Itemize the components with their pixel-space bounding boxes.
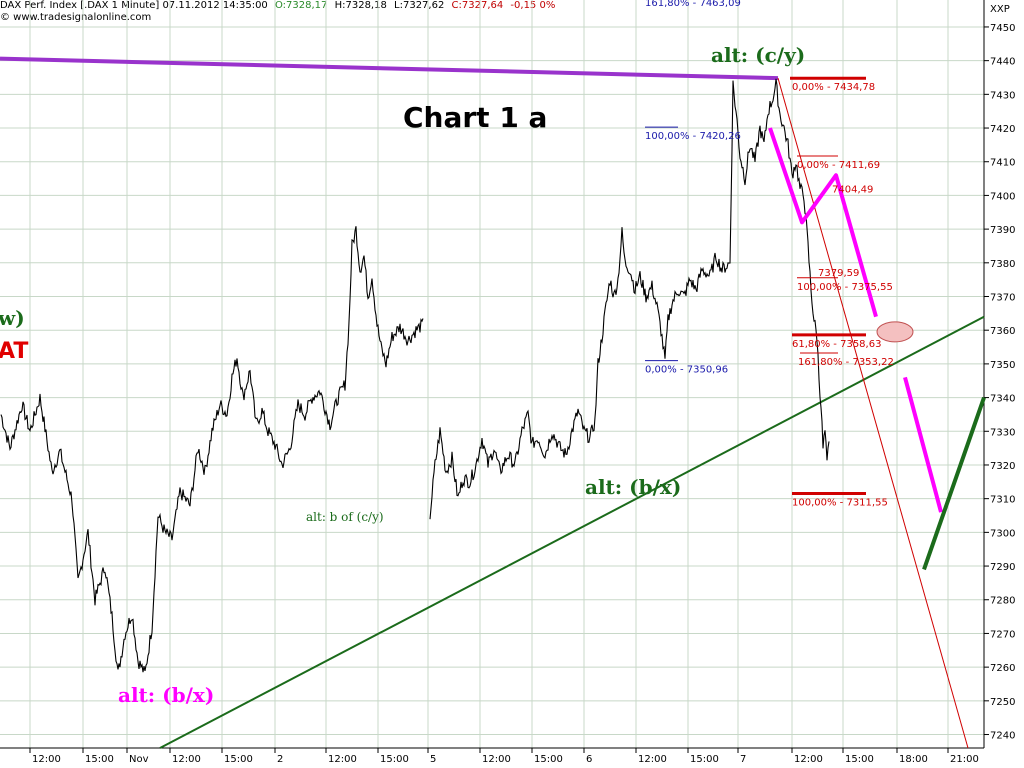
y-axis-panel — [984, 0, 1024, 768]
y-tick-label: 7250 — [990, 697, 1015, 708]
x-tick-label: 7 — [740, 754, 746, 765]
y-tick-label: 7330 — [990, 427, 1015, 438]
y-tick-label: 7390 — [990, 225, 1015, 236]
y-tick-label: 7300 — [990, 528, 1015, 539]
y-tick-label: 7400 — [990, 191, 1015, 202]
y-tick-label: 7270 — [990, 629, 1015, 640]
annotation-label: alt: (c/y) — [711, 43, 805, 67]
price-series — [0, 78, 830, 673]
x-tick-label: 6 — [586, 754, 592, 765]
y-tick-label: 7370 — [990, 293, 1015, 304]
fib-blue-label: 100,00% - 7420,26 — [645, 131, 741, 142]
x-tick-label: 15:00 — [224, 754, 253, 765]
annotation-label: alt: b of (c/y) — [306, 510, 384, 524]
copyright-line: © www.tradesignalonline.com — [0, 12, 151, 24]
y-tick-label: 7240 — [990, 731, 1015, 742]
y-tick-label: 7350 — [990, 360, 1015, 371]
x-tick-label: 15:00 — [85, 754, 114, 765]
y-tick-label: 7380 — [990, 259, 1015, 270]
fib-red-label: 100,00% - 7375,55 — [797, 282, 893, 293]
fib-red-label: 61,80% - 7358,63 — [792, 339, 881, 350]
green-projection — [922, 396, 986, 571]
fib-blue-label: 161,80% - 7463,09 — [645, 0, 741, 9]
close-value: C:7327,64 — [451, 0, 504, 11]
x-tick-label: 2 — [277, 754, 283, 765]
fib-red-label: 0,00% - 7434,78 — [792, 82, 875, 93]
y-tick-label: 7430 — [990, 90, 1015, 101]
change-value: -0,15 0% — [510, 0, 556, 11]
magenta-projection-2 — [903, 376, 943, 513]
green-trendline — [159, 315, 985, 749]
fib-red-label: 7404,49 — [832, 184, 873, 195]
x-tick-label: 15:00 — [534, 754, 563, 765]
purple-trendline — [0, 56, 779, 81]
y-axis-title: XXP — [990, 4, 1010, 15]
high-value: H:7328,18 — [334, 0, 387, 11]
magenta-projection — [768, 127, 878, 318]
x-tick-label: 12:00 — [32, 754, 61, 765]
fib-blue-label: 0,00% - 7350,96 — [645, 365, 728, 376]
y-tick-label: 7360 — [990, 326, 1015, 337]
y-tick-label: 7320 — [990, 461, 1015, 472]
fib-red-label: 100,00% - 7311,55 — [792, 497, 888, 508]
annotation-label: alt: (b/x) — [585, 475, 681, 499]
y-tick-label: 7440 — [990, 57, 1015, 68]
fib-red-label: 161,80% - 7353,22 — [798, 357, 894, 368]
x-tick-label: 12:00 — [638, 754, 667, 765]
fib-red-label: 7379,59 — [818, 268, 859, 279]
y-tick-label: 7410 — [990, 158, 1015, 169]
x-tick-label: 21:00 — [950, 754, 979, 765]
x-tick-label: 15:00 — [690, 754, 719, 765]
x-tick-label: Nov — [129, 754, 149, 765]
open-value: O:7328,17 — [274, 0, 328, 11]
annotation-label: w) — [0, 306, 25, 330]
y-tick-label: 7450 — [990, 23, 1015, 34]
annotation-label: AT — [0, 339, 28, 364]
y-tick-label: 7290 — [990, 562, 1015, 573]
red-trendline — [777, 78, 969, 749]
target-ellipse — [876, 321, 914, 343]
fib-red-label: 0,00% - 7411,69 — [797, 160, 880, 171]
x-tick-label: 12:00 — [172, 754, 201, 765]
x-tick-label: 12:00 — [328, 754, 357, 765]
chart-title: DAX Perf. Index [.DAX 1 Minute] 07.11.20… — [0, 0, 268, 11]
annotation-label: alt: (b/x) — [118, 683, 214, 707]
y-tick-label: 7280 — [990, 596, 1015, 607]
x-tick-label: 12:00 — [794, 754, 823, 765]
chart-header: DAX Perf. Index [.DAX 1 Minute] 07.11.20… — [0, 0, 559, 12]
annotation-label: Chart 1 a — [403, 101, 547, 134]
x-tick-label: 18:00 — [899, 754, 928, 765]
low-value: L:7327,62 — [394, 0, 445, 11]
x-tick-label: 15:00 — [380, 754, 409, 765]
copyright-text: © www.tradesignalonline.com — [0, 12, 152, 23]
y-tick-label: 7420 — [990, 124, 1015, 135]
x-tick-label: 15:00 — [845, 754, 874, 765]
y-tick-label: 7310 — [990, 495, 1015, 506]
y-tick-label: 7260 — [990, 663, 1015, 674]
x-tick-label: 12:00 — [482, 754, 511, 765]
y-tick-label: 7340 — [990, 394, 1015, 405]
x-axis-panel — [0, 748, 1024, 768]
x-tick-label: 5 — [430, 754, 436, 765]
